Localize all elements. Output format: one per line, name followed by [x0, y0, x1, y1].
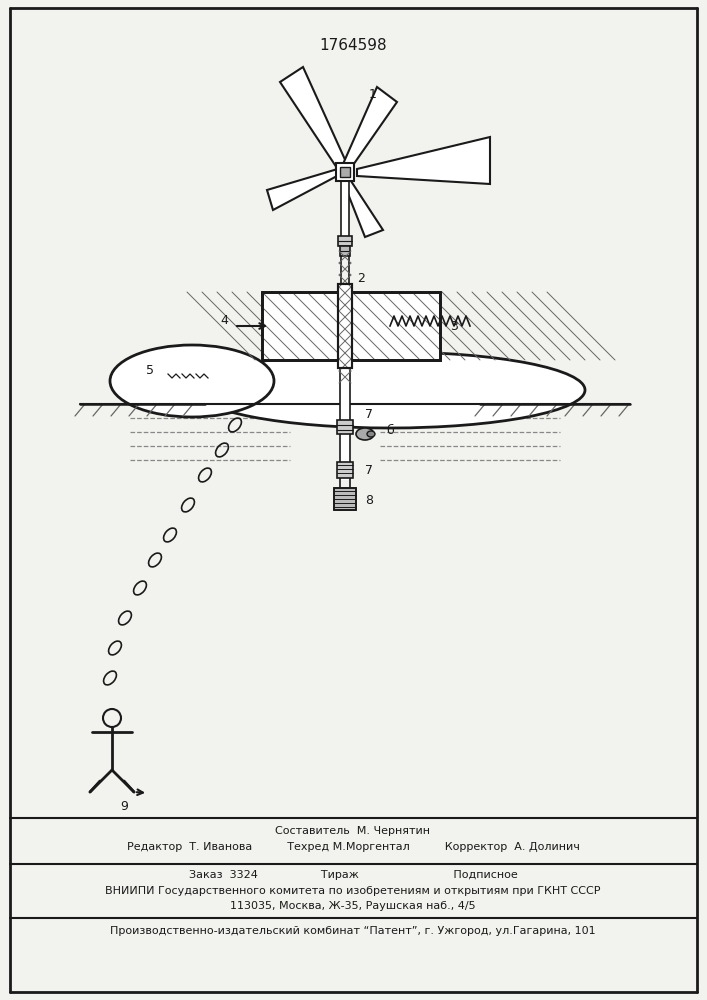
Text: 9: 9: [120, 800, 128, 812]
Text: Редактор  Т. Иванова          Техред М.Моргентал          Корректор  А. Долинич: Редактор Т. Иванова Техред М.Моргентал К…: [127, 842, 580, 852]
Bar: [262, 292, 440, 360]
Bar: [262, 292, 440, 360]
Ellipse shape: [110, 345, 274, 417]
Text: 7: 7: [365, 408, 373, 422]
Polygon shape: [267, 168, 341, 210]
Text: 5: 5: [146, 363, 154, 376]
Text: 113035, Москва, Ж-35, Раушская наб., 4/5: 113035, Москва, Ж-35, Раушская наб., 4/5: [230, 901, 476, 911]
Text: Производственно-издательский комбинат “Патент”, г. Ужгород, ул.Гагарина, 101: Производственно-издательский комбинат “П…: [110, 926, 596, 936]
Text: 1764598: 1764598: [319, 37, 387, 52]
Ellipse shape: [367, 431, 375, 437]
Text: 1: 1: [369, 88, 377, 101]
Text: 7: 7: [365, 464, 373, 477]
Text: 2: 2: [357, 271, 365, 284]
Ellipse shape: [356, 428, 374, 440]
Polygon shape: [343, 87, 397, 168]
Bar: [338, 284, 352, 368]
Text: 8: 8: [365, 493, 373, 506]
Bar: [337, 462, 353, 478]
Bar: [340, 360, 350, 480]
Text: Составитель  М. Чернятин: Составитель М. Чернятин: [276, 826, 431, 836]
Text: Заказ  3324                  Тираж                           Подписное: Заказ 3324 Тираж Подписное: [189, 870, 518, 880]
Bar: [334, 488, 356, 510]
Polygon shape: [341, 176, 383, 237]
Bar: [340, 167, 350, 177]
Bar: [334, 488, 356, 510]
Bar: [338, 284, 352, 368]
Text: ВНИИПИ Государственного комитета по изобретениям и открытиям при ГКНТ СССР: ВНИИПИ Государственного комитета по изоб…: [105, 886, 601, 896]
Ellipse shape: [195, 352, 585, 428]
Bar: [262, 292, 440, 360]
Text: 4: 4: [220, 314, 228, 326]
Text: б: б: [386, 424, 394, 436]
Bar: [340, 246, 350, 256]
Bar: [338, 236, 352, 246]
Bar: [341, 181, 349, 236]
Bar: [337, 420, 353, 434]
Text: 3: 3: [450, 320, 458, 332]
Bar: [336, 163, 354, 181]
Polygon shape: [357, 137, 490, 184]
Polygon shape: [280, 67, 347, 168]
